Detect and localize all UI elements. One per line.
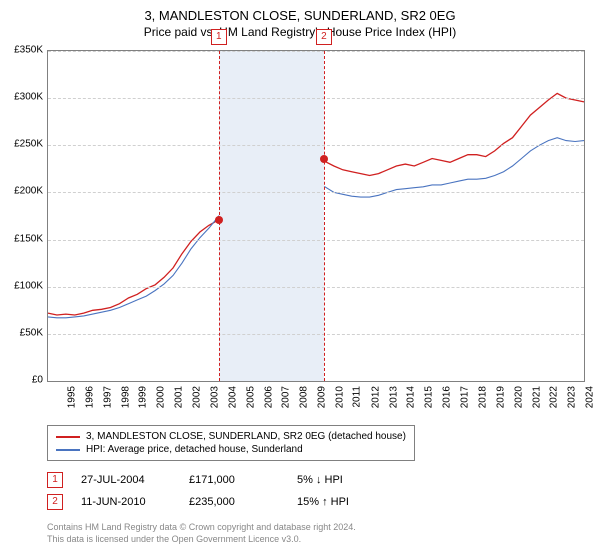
x-tick-label: 2019 (495, 386, 506, 408)
y-tick-label: £300K (0, 92, 43, 103)
y-tick-label: £0 (0, 375, 43, 386)
chart-subtitle: Price paid vs. HM Land Registry's House … (0, 23, 600, 39)
x-tick-label: 2023 (567, 386, 578, 408)
x-tick-label: 2018 (477, 386, 488, 408)
x-tick-label: 2003 (209, 386, 220, 408)
sale-point-icon (215, 216, 223, 224)
y-tick-label: £150K (0, 233, 43, 244)
chart-title: 3, MANDLESTON CLOSE, SUNDERLAND, SR2 0EG (0, 0, 600, 23)
y-tick-label: £250K (0, 139, 43, 150)
x-tick-label: 1999 (138, 386, 149, 408)
sale-marker-line (324, 51, 325, 381)
legend-swatch-icon (56, 436, 80, 438)
y-tick-label: £50K (0, 327, 43, 338)
x-tick-label: 2021 (531, 386, 542, 408)
y-tick-label: £350K (0, 45, 43, 56)
x-tick-label: 2014 (406, 386, 417, 408)
x-tick-label: 1998 (120, 386, 131, 408)
legend-label: HPI: Average price, detached house, Sund… (86, 444, 303, 455)
grid-line (48, 145, 584, 146)
x-tick-label: 2001 (173, 386, 184, 408)
sale-diff: 5% ↓ HPI (297, 474, 387, 486)
x-tick-label: 1995 (66, 386, 77, 408)
y-tick-label: £100K (0, 280, 43, 291)
grid-line (48, 240, 584, 241)
x-tick-label: 2002 (191, 386, 202, 408)
x-tick-label: 2008 (299, 386, 310, 408)
sale-row: 2 11-JUN-2010 £235,000 15% ↑ HPI (47, 494, 387, 510)
x-tick-label: 2015 (424, 386, 435, 408)
grid-line (48, 51, 584, 52)
x-tick-label: 1996 (84, 386, 95, 408)
footer-line: Contains HM Land Registry data © Crown c… (47, 522, 356, 534)
legend-swatch-icon (56, 449, 80, 451)
sale-marker-box: 2 (316, 29, 332, 45)
x-tick-label: 2013 (388, 386, 399, 408)
plot-area: 12 (47, 50, 585, 382)
x-tick-label: 2016 (441, 386, 452, 408)
grid-line (48, 287, 584, 288)
sale-price: £171,000 (189, 474, 279, 486)
x-tick-label: 2024 (584, 386, 595, 408)
grid-line (48, 192, 584, 193)
legend-label: 3, MANDLESTON CLOSE, SUNDERLAND, SR2 0EG… (86, 431, 406, 442)
legend-item: HPI: Average price, detached house, Sund… (56, 443, 406, 456)
grid-line (48, 98, 584, 99)
sale-marker-icon: 2 (47, 494, 63, 510)
sale-marker-icon: 1 (47, 472, 63, 488)
x-tick-label: 2005 (245, 386, 256, 408)
legend: 3, MANDLESTON CLOSE, SUNDERLAND, SR2 0EG… (47, 425, 415, 461)
sale-diff: 15% ↑ HPI (297, 496, 387, 508)
x-tick-label: 2020 (513, 386, 524, 408)
highlight-band (219, 51, 324, 381)
x-tick-label: 2017 (459, 386, 470, 408)
x-tick-label: 2000 (156, 386, 167, 408)
legend-item: 3, MANDLESTON CLOSE, SUNDERLAND, SR2 0EG… (56, 430, 406, 443)
x-tick-label: 2004 (227, 386, 238, 408)
x-tick-label: 2006 (263, 386, 274, 408)
sale-date: 27-JUL-2004 (81, 474, 171, 486)
sale-marker-box: 1 (211, 29, 227, 45)
x-tick-label: 2022 (549, 386, 560, 408)
sale-price: £235,000 (189, 496, 279, 508)
chart-container: 3, MANDLESTON CLOSE, SUNDERLAND, SR2 0EG… (0, 0, 600, 560)
grid-line (48, 334, 584, 335)
x-tick-label: 2011 (351, 386, 362, 408)
footer-line: This data is licensed under the Open Gov… (47, 534, 356, 546)
x-tick-label: 2009 (316, 386, 327, 408)
x-tick-label: 2010 (334, 386, 345, 408)
x-tick-label: 1997 (102, 386, 113, 408)
x-tick-label: 2012 (370, 386, 381, 408)
sale-row: 1 27-JUL-2004 £171,000 5% ↓ HPI (47, 472, 387, 488)
footer-attribution: Contains HM Land Registry data © Crown c… (47, 522, 356, 545)
sale-date: 11-JUN-2010 (81, 496, 171, 508)
sale-point-icon (320, 155, 328, 163)
x-tick-label: 2007 (281, 386, 292, 408)
y-tick-label: £200K (0, 186, 43, 197)
